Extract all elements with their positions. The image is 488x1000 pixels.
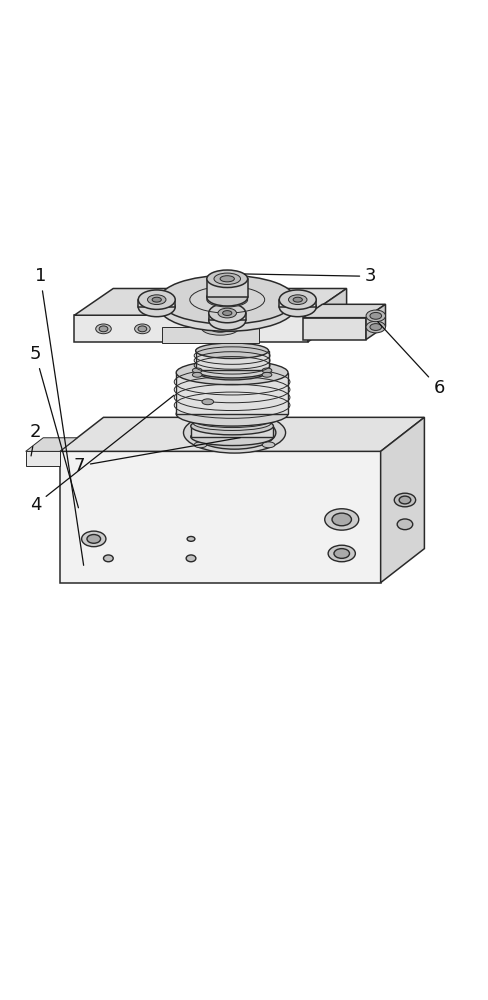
- Ellipse shape: [331, 513, 351, 526]
- Ellipse shape: [206, 288, 247, 306]
- Ellipse shape: [138, 290, 175, 309]
- Text: 3: 3: [244, 267, 376, 285]
- Ellipse shape: [183, 412, 285, 453]
- Ellipse shape: [192, 372, 202, 377]
- Ellipse shape: [195, 362, 268, 378]
- Polygon shape: [26, 438, 77, 451]
- Ellipse shape: [222, 284, 231, 289]
- Ellipse shape: [292, 297, 302, 302]
- Ellipse shape: [212, 368, 251, 377]
- Ellipse shape: [218, 281, 236, 291]
- Ellipse shape: [138, 297, 175, 317]
- Ellipse shape: [194, 442, 206, 448]
- Polygon shape: [190, 426, 273, 437]
- Polygon shape: [162, 327, 259, 343]
- Ellipse shape: [186, 555, 196, 562]
- Ellipse shape: [393, 493, 415, 507]
- Ellipse shape: [262, 372, 271, 377]
- Ellipse shape: [201, 322, 238, 335]
- Polygon shape: [74, 315, 307, 342]
- Ellipse shape: [202, 399, 213, 405]
- Ellipse shape: [176, 360, 287, 385]
- Ellipse shape: [193, 416, 275, 449]
- Ellipse shape: [366, 321, 385, 333]
- Ellipse shape: [206, 292, 247, 307]
- Ellipse shape: [396, 519, 412, 530]
- Ellipse shape: [195, 343, 268, 359]
- Polygon shape: [380, 417, 424, 583]
- Ellipse shape: [190, 417, 273, 435]
- Ellipse shape: [222, 311, 231, 315]
- Text: 2: 2: [30, 423, 41, 456]
- Ellipse shape: [152, 297, 161, 302]
- Ellipse shape: [244, 326, 253, 332]
- Text: 5: 5: [30, 345, 78, 508]
- Ellipse shape: [87, 535, 101, 543]
- Ellipse shape: [288, 295, 306, 305]
- Polygon shape: [221, 433, 243, 442]
- Ellipse shape: [190, 428, 273, 446]
- Polygon shape: [60, 417, 424, 451]
- Polygon shape: [307, 288, 346, 342]
- Ellipse shape: [214, 273, 240, 284]
- Polygon shape: [195, 351, 268, 370]
- Ellipse shape: [224, 428, 244, 437]
- Ellipse shape: [279, 290, 316, 309]
- Ellipse shape: [208, 284, 245, 303]
- Polygon shape: [302, 304, 385, 318]
- Text: 4: 4: [30, 395, 174, 514]
- Ellipse shape: [192, 368, 202, 373]
- Ellipse shape: [398, 496, 410, 504]
- Polygon shape: [74, 288, 346, 315]
- Text: 7: 7: [73, 438, 240, 475]
- Ellipse shape: [206, 270, 247, 288]
- Polygon shape: [302, 318, 366, 340]
- Ellipse shape: [176, 402, 287, 426]
- Polygon shape: [208, 286, 245, 294]
- Ellipse shape: [241, 324, 257, 334]
- Ellipse shape: [198, 365, 265, 380]
- Ellipse shape: [194, 418, 206, 423]
- Polygon shape: [208, 313, 245, 320]
- Ellipse shape: [96, 324, 111, 334]
- Ellipse shape: [218, 308, 236, 318]
- Ellipse shape: [366, 310, 385, 322]
- Ellipse shape: [159, 275, 295, 324]
- Polygon shape: [366, 304, 385, 340]
- Polygon shape: [138, 300, 175, 307]
- Ellipse shape: [210, 324, 229, 332]
- Ellipse shape: [369, 324, 381, 330]
- Ellipse shape: [134, 324, 150, 334]
- Ellipse shape: [215, 425, 253, 440]
- Polygon shape: [206, 279, 247, 297]
- Ellipse shape: [159, 283, 295, 331]
- Text: 6: 6: [377, 322, 444, 397]
- Ellipse shape: [81, 531, 106, 547]
- Ellipse shape: [324, 509, 358, 530]
- Ellipse shape: [333, 549, 349, 558]
- Ellipse shape: [279, 297, 316, 317]
- Ellipse shape: [205, 421, 263, 444]
- Polygon shape: [279, 300, 316, 307]
- Polygon shape: [60, 451, 380, 583]
- Polygon shape: [159, 300, 295, 307]
- Ellipse shape: [208, 303, 245, 323]
- Ellipse shape: [262, 418, 274, 423]
- Ellipse shape: [208, 311, 245, 330]
- Polygon shape: [176, 373, 287, 414]
- Ellipse shape: [187, 536, 195, 541]
- Ellipse shape: [208, 277, 245, 296]
- Ellipse shape: [262, 368, 271, 373]
- Polygon shape: [26, 451, 60, 466]
- Ellipse shape: [262, 442, 274, 448]
- Ellipse shape: [220, 276, 234, 282]
- Ellipse shape: [327, 545, 355, 562]
- Ellipse shape: [147, 295, 165, 305]
- Text: 1: 1: [35, 267, 83, 565]
- Ellipse shape: [99, 326, 108, 332]
- Ellipse shape: [103, 555, 113, 562]
- Ellipse shape: [369, 312, 381, 319]
- Polygon shape: [237, 433, 243, 442]
- Ellipse shape: [138, 326, 146, 332]
